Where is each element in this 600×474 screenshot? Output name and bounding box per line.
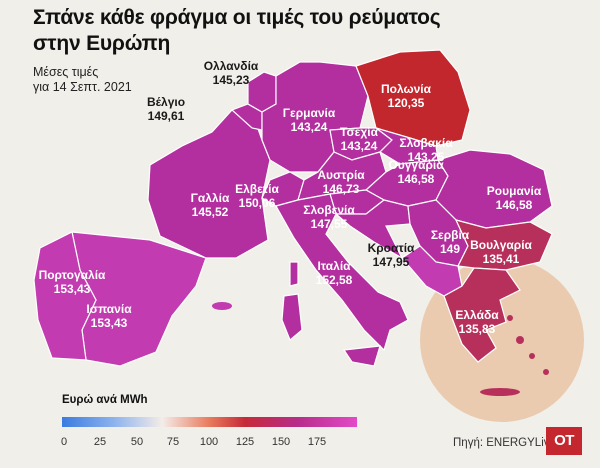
legend-tick: 175 — [307, 436, 327, 448]
label-slovakia-name: Σλοβακία — [399, 136, 453, 150]
legend-tick: 100 — [199, 436, 219, 448]
label-netherlands: Ολλανδία 145,23 — [197, 59, 265, 87]
legend-tick: 150 — [271, 436, 291, 448]
legend-color-scale — [62, 417, 357, 427]
label-hungary-value: 146,58 — [397, 172, 435, 186]
label-belgium: Βέλγιο 149,61 — [138, 95, 194, 123]
label-portugal-name: Πορτογαλία — [38, 268, 106, 282]
bottom-rule — [0, 468, 600, 474]
label-greece-name: Ελλάδα — [455, 308, 499, 322]
label-portugal: Πορτογαλία 153,43 — [36, 268, 108, 296]
label-slovakia-value: 143,25 — [407, 150, 445, 164]
label-austria: Αυστρία 146,73 — [310, 168, 372, 196]
label-slovakia: Σλοβακία 143,25 — [394, 136, 458, 164]
label-belgium-name: Βέλγιο — [146, 95, 186, 109]
label-slovenia: Σλοβενία 147,55 — [296, 203, 362, 231]
label-germany-name: Γερμανία — [282, 106, 336, 120]
label-bulgaria-value: 135,41 — [482, 252, 520, 266]
legend-title: Ευρώ ανά MWh — [62, 394, 148, 406]
label-germany: Γερμανία 143,24 — [274, 106, 344, 134]
ot-logo: OT — [546, 427, 582, 455]
region-portugal — [33, 231, 97, 361]
legend-tick: 125 — [235, 436, 255, 448]
legend-tick: 0 — [60, 436, 68, 448]
label-switzerland-name: Ελβετία — [235, 182, 279, 196]
title-line-1: Σπάνε κάθε φράγμα οι τιμές του ρεύματος — [33, 6, 441, 29]
label-austria-name: Αυστρία — [317, 168, 365, 182]
greek-island — [529, 353, 535, 359]
label-croatia: Κροατία 147,95 — [362, 241, 420, 269]
label-italy-value: 152,58 — [315, 273, 353, 287]
label-bulgaria-name: Βουλγαρία — [470, 238, 532, 252]
region-croatia — [334, 199, 411, 260]
region-greece — [443, 267, 521, 363]
region-bulgaria — [454, 219, 553, 271]
label-slovenia-value: 147,55 — [310, 217, 348, 231]
label-switzerland: Ελβετία 150,06 — [224, 182, 290, 210]
label-france-value: 145,52 — [191, 205, 229, 219]
label-romania-name: Ρουμανία — [486, 184, 542, 198]
label-italy-name: Ιταλία — [317, 259, 351, 273]
label-france: Γαλλία 145,52 — [180, 191, 240, 219]
label-netherlands-value: 145,23 — [212, 73, 250, 87]
greek-island — [516, 336, 524, 344]
region-corsica — [289, 261, 299, 287]
label-croatia-name: Κροατία — [367, 241, 415, 255]
balearic-islands — [212, 302, 232, 310]
source-credit: Πηγή: ENERGYLive — [453, 437, 556, 449]
label-hungary-name: Ουγγαρία — [388, 158, 444, 172]
greek-island-crete — [480, 388, 520, 396]
label-slovenia-name: Σλοβενία — [303, 203, 355, 217]
subtitle-line-2: για 14 Σεπτ. 2021 — [33, 80, 132, 94]
label-belgium-value: 149,61 — [147, 109, 185, 123]
legend-tick: 50 — [130, 436, 144, 448]
label-greece-value: 135,83 — [458, 322, 496, 336]
region-balkans — [401, 245, 463, 297]
greek-island — [507, 315, 513, 321]
label-serbia-name: Σερβία — [430, 228, 470, 242]
label-serbia: Σερβία 149 — [424, 228, 476, 256]
label-czechia-value: 143,24 — [340, 139, 378, 153]
label-austria-value: 146,73 — [322, 182, 360, 196]
legend-tick: 25 — [93, 436, 107, 448]
region-poland — [355, 49, 471, 147]
label-netherlands-name: Ολλανδία — [203, 59, 259, 73]
label-romania: Ρουμανία 146,58 — [478, 184, 550, 212]
label-switzerland-value: 150,06 — [238, 196, 276, 210]
label-spain-name: Ισπανία — [86, 302, 132, 316]
subtitle-line-1: Μέσες τιμές — [33, 65, 99, 79]
label-poland-value: 120,35 — [387, 96, 425, 110]
label-italy: Ιταλία 152,58 — [306, 259, 362, 287]
label-poland-name: Πολωνία — [380, 82, 432, 96]
greek-island — [543, 369, 549, 375]
region-italy — [275, 193, 409, 352]
label-hungary: Ουγγαρία 146,58 — [382, 158, 450, 186]
label-greece: Ελλάδα 135,83 — [448, 308, 506, 336]
title-line-2: στην Ευρώπη — [33, 32, 171, 55]
label-bulgaria: Βουλγαρία 135,41 — [466, 238, 536, 266]
legend-tick: 75 — [166, 436, 180, 448]
label-portugal-value: 153,43 — [53, 282, 91, 296]
label-croatia-value: 147,95 — [372, 255, 410, 269]
label-france-name: Γαλλία — [190, 191, 230, 205]
label-czechia-name: Τσεχία — [340, 125, 378, 139]
label-germany-value: 143,24 — [290, 120, 328, 134]
label-serbia-value: 149 — [439, 242, 461, 256]
region-sardinia — [281, 293, 303, 341]
label-czechia: Τσεχία 143,24 — [330, 125, 388, 153]
label-spain-value: 153,43 — [90, 316, 128, 330]
region-sicily — [342, 345, 381, 367]
label-romania-value: 146,58 — [495, 198, 533, 212]
label-spain: Ισπανία 153,43 — [80, 302, 138, 330]
label-poland: Πολωνία 120,35 — [374, 82, 438, 110]
